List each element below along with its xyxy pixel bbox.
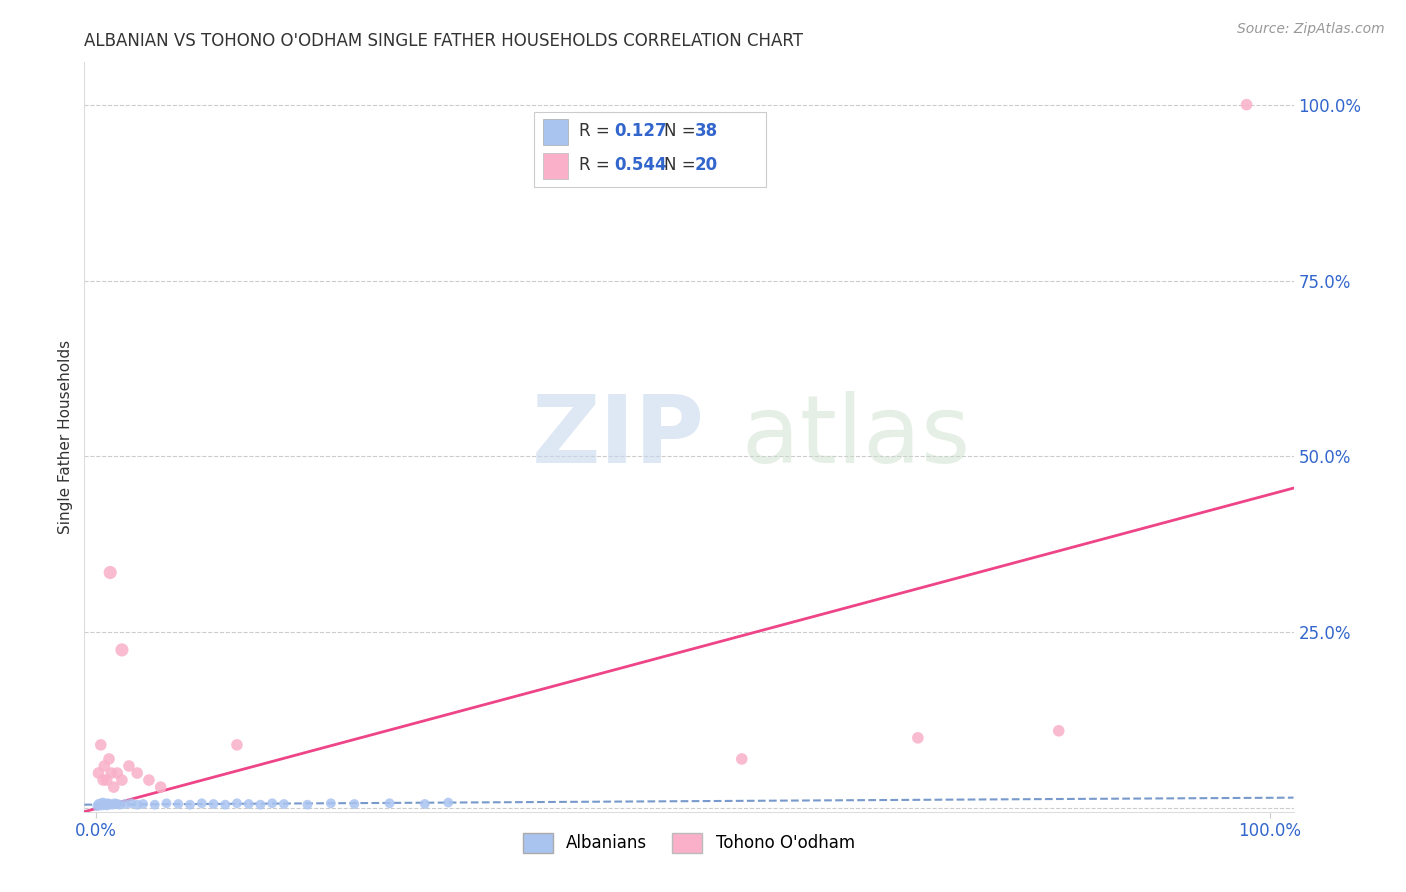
- Point: [111, 773, 134, 788]
- Point: [108, 797, 131, 812]
- Point: [105, 766, 128, 780]
- Y-axis label: Single Father Households: Single Father Households: [58, 340, 73, 534]
- Point: [100, 766, 122, 780]
- Point: [90, 797, 112, 811]
- Point: [98, 752, 121, 766]
- Point: [98, 797, 121, 812]
- Point: [96, 798, 118, 813]
- Text: R =: R =: [579, 122, 616, 140]
- Point: [262, 797, 284, 811]
- Point: [378, 797, 401, 811]
- Point: [143, 797, 166, 812]
- Point: [907, 731, 929, 745]
- Point: [127, 797, 149, 812]
- Point: [1047, 723, 1070, 738]
- Point: [103, 780, 125, 794]
- Point: [114, 797, 136, 811]
- Point: [413, 797, 436, 811]
- Point: [93, 759, 115, 773]
- Point: [226, 738, 249, 752]
- Point: [104, 797, 127, 811]
- Text: ALBANIAN VS TOHONO O'ODHAM SINGLE FATHER HOUSEHOLDS CORRELATION CHART: ALBANIAN VS TOHONO O'ODHAM SINGLE FATHER…: [84, 32, 803, 50]
- Text: 20: 20: [695, 156, 717, 174]
- Point: [149, 780, 172, 794]
- Point: [138, 773, 160, 788]
- Point: [94, 797, 117, 811]
- Point: [132, 797, 155, 811]
- Point: [89, 798, 111, 813]
- Point: [91, 773, 114, 788]
- Text: atlas: atlas: [531, 391, 970, 483]
- Point: [343, 797, 366, 811]
- Point: [202, 797, 225, 811]
- Point: [98, 566, 121, 580]
- Point: [731, 752, 754, 766]
- Text: Source: ZipAtlas.com: Source: ZipAtlas.com: [1237, 22, 1385, 37]
- Point: [226, 797, 249, 811]
- Point: [273, 797, 295, 811]
- Text: 0.544: 0.544: [614, 156, 666, 174]
- Legend: Albanians, Tohono O'odham: Albanians, Tohono O'odham: [516, 826, 862, 860]
- Point: [127, 766, 149, 780]
- Point: [214, 797, 236, 812]
- Point: [179, 797, 201, 812]
- Point: [437, 796, 460, 810]
- Text: N =: N =: [664, 156, 700, 174]
- Point: [87, 797, 110, 811]
- Text: R =: R =: [579, 156, 616, 174]
- Point: [167, 797, 190, 811]
- Point: [1236, 97, 1258, 112]
- Point: [91, 796, 114, 810]
- Point: [190, 797, 212, 811]
- Point: [118, 759, 141, 773]
- Point: [319, 797, 342, 811]
- Text: 38: 38: [695, 122, 717, 140]
- Point: [155, 797, 177, 811]
- Point: [249, 797, 271, 812]
- Point: [86, 799, 108, 814]
- Point: [96, 773, 118, 788]
- Point: [93, 797, 115, 812]
- Point: [91, 798, 114, 813]
- Point: [101, 797, 124, 812]
- Point: [105, 797, 128, 811]
- Point: [98, 797, 121, 811]
- Point: [87, 766, 110, 780]
- Point: [238, 797, 260, 811]
- Point: [97, 797, 120, 811]
- Point: [111, 643, 134, 657]
- Point: [90, 738, 112, 752]
- Text: 0.127: 0.127: [614, 122, 666, 140]
- Point: [297, 797, 319, 812]
- Point: [120, 797, 142, 811]
- Text: N =: N =: [664, 122, 700, 140]
- Text: ZIP: ZIP: [531, 391, 704, 483]
